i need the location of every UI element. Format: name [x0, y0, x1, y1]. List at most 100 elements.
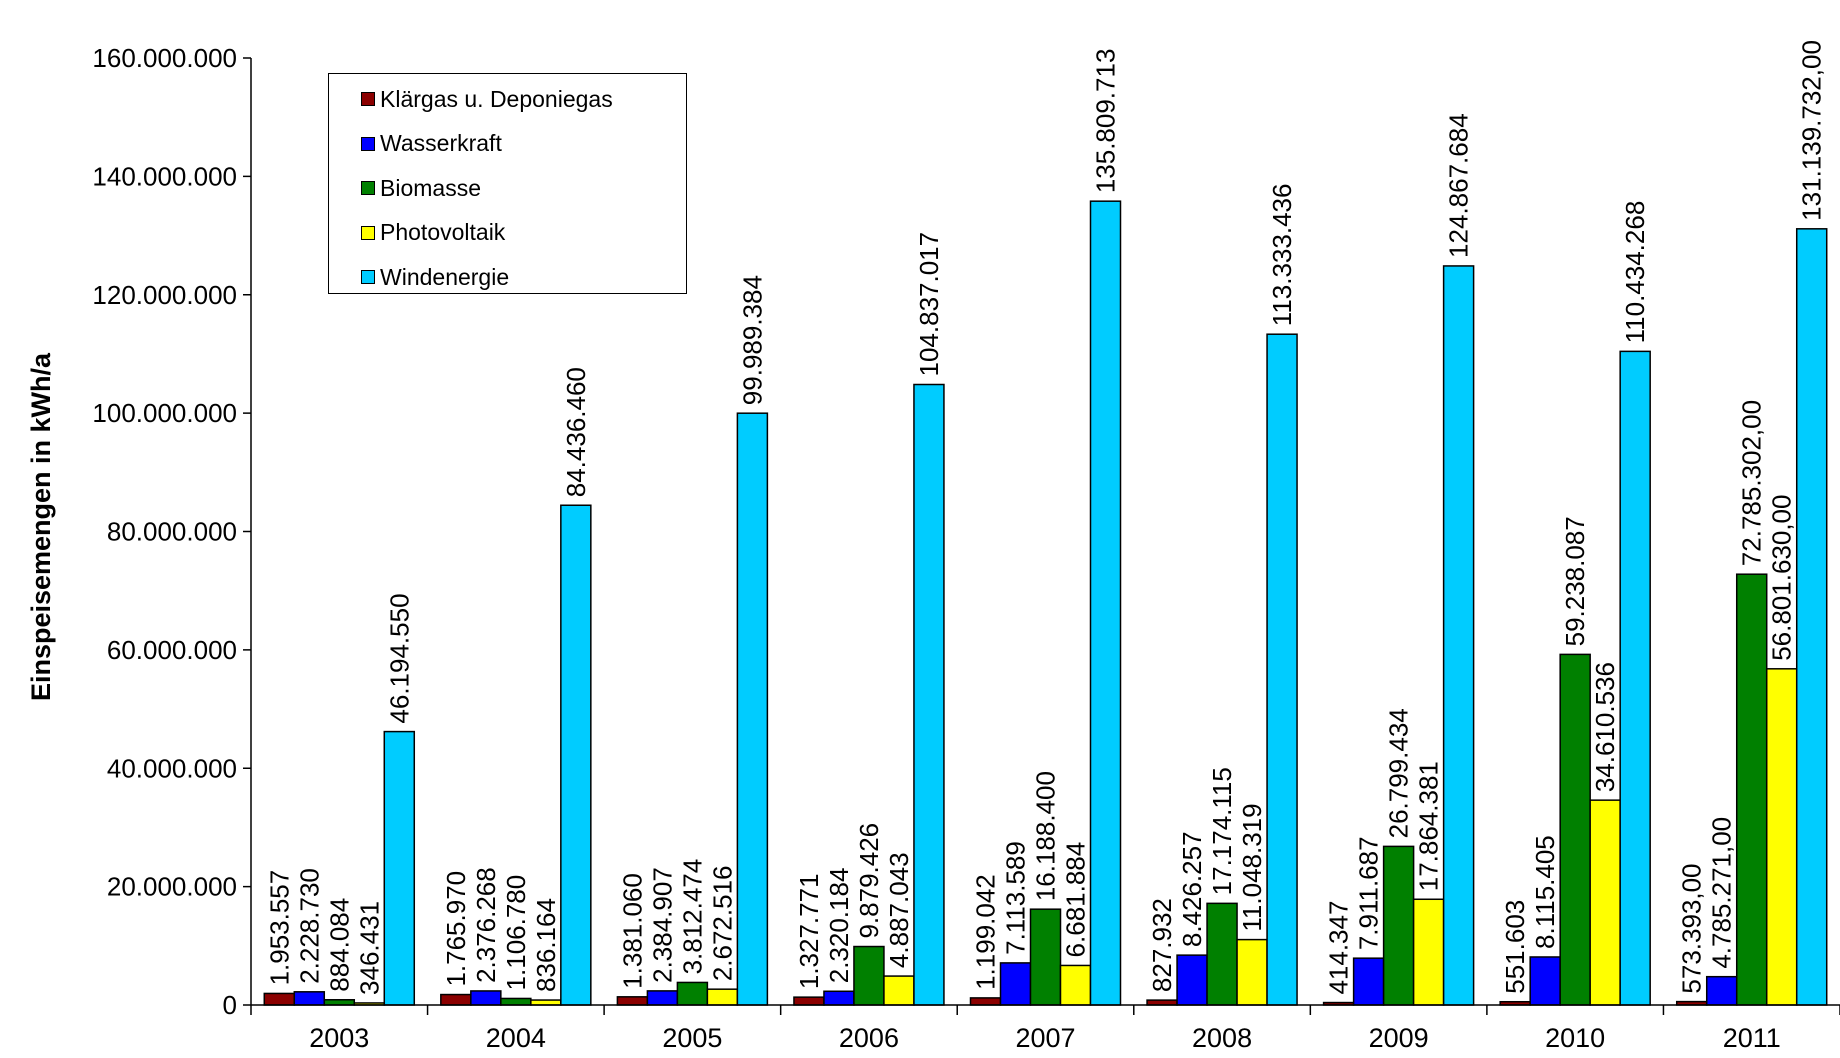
- data-label-2009-series-1: 7.911.687: [1354, 836, 1384, 950]
- data-label-2007-series-3: 6.681.884: [1061, 842, 1091, 958]
- bar-2003-series-2: [323, 999, 356, 1006]
- legend-label: Photovoltaik: [380, 219, 506, 245]
- bar-2004-series-4: [560, 504, 592, 1006]
- bar-2011-series-4: [1795, 228, 1828, 1006]
- data-label-2004-series-1: 2.376.268: [471, 867, 501, 983]
- bar-2007-series-0: [969, 997, 1002, 1006]
- y-tick-label: 0: [223, 990, 237, 1020]
- chart-legend: Klärgas u. Deponiegas Wasserkraft Biomasse…: [328, 73, 687, 294]
- bar-2004-series-0: [440, 993, 472, 1006]
- bar-2008-series-1: [1176, 954, 1208, 1006]
- data-label-2004-series-0: 1.765.970: [441, 871, 471, 987]
- bar-2008-series-2: [1206, 902, 1238, 1006]
- legend-label: Wasserkraft: [380, 130, 502, 156]
- bar-2009-series-1: [1352, 957, 1385, 1006]
- bar-2007-series-4: [1089, 200, 1122, 1006]
- bar-2006-series-1: [823, 990, 855, 1006]
- data-label-2003-series-1: 2.228.730: [294, 868, 324, 984]
- bar-2006-series-0: [793, 996, 825, 1006]
- bar-2005-series-4: [736, 412, 769, 1006]
- x-tick-label: 2007: [1015, 1023, 1075, 1053]
- data-label-2009-series-2: 26.799.434: [1384, 708, 1414, 838]
- legend-swatch: [361, 225, 375, 240]
- bar-2006-series-4: [913, 383, 945, 1006]
- legend-swatch: [361, 181, 375, 195]
- bar-2011-series-1: [1705, 975, 1738, 1006]
- bar-2010-series-3: [1589, 799, 1621, 1006]
- legend-item-3: Photovoltaik: [361, 218, 505, 248]
- bar-2007-series-3: [1059, 964, 1092, 1006]
- x-tick-label: 2008: [1192, 1023, 1252, 1053]
- x-tick-label: 2006: [839, 1023, 899, 1053]
- legend-swatch: [361, 92, 375, 106]
- legend-item-4: Windenergie: [361, 262, 509, 292]
- bar-2005-series-2: [676, 981, 709, 1006]
- data-label-2005-series-1: 2.384.907: [647, 867, 677, 983]
- data-label-2007-series-0: 1.199.042: [971, 874, 1001, 990]
- data-label-2004-series-3: 836.164: [531, 898, 561, 992]
- x-tick-label: 2003: [309, 1023, 369, 1053]
- data-label-2010-series-1: 8.115.405: [1530, 835, 1560, 949]
- data-label-2006-series-1: 2.320.184: [824, 868, 854, 984]
- data-label-2006-series-2: 9.879.426: [854, 823, 884, 939]
- bar-2011-series-3: [1765, 668, 1798, 1006]
- bar-2008-series-3: [1236, 938, 1268, 1006]
- legend-label: Windenergie: [380, 263, 510, 290]
- data-label-2009-series-3: 17.864.381: [1414, 761, 1444, 891]
- x-tick-label: 2009: [1369, 1023, 1429, 1053]
- legend-label: Klärgas u. Deponiegas: [380, 85, 613, 112]
- data-label-2007-series-1: 7.113.589: [1001, 841, 1031, 955]
- legend-item-1: Wasserkraft: [361, 129, 502, 159]
- x-tick-label: 2011: [1723, 1023, 1781, 1053]
- y-tick-label: 40.000.000: [107, 753, 237, 783]
- legend-swatch: [361, 270, 375, 284]
- data-label-2010-series-3: 34.610.536: [1590, 662, 1620, 792]
- data-label-2004-series-4: 84.436.460: [561, 367, 591, 497]
- y-tick-label: 120.000.000: [92, 280, 237, 310]
- y-tick-label: 20.000.000: [107, 872, 237, 902]
- data-label-2007-series-4: 135.809.713: [1091, 49, 1121, 194]
- data-label-2008-series-4: 113.333.436: [1267, 184, 1297, 327]
- data-label-2011-series-3: 56.801.630,00: [1767, 495, 1797, 661]
- data-label-2005-series-3: 2.672.516: [707, 866, 737, 982]
- bar-2007-series-2: [1029, 908, 1062, 1006]
- bar-2003-series-4: [383, 730, 416, 1006]
- y-tick-label: 160.000.000: [92, 43, 237, 73]
- bar-2010-series-2: [1559, 653, 1591, 1006]
- data-label-2008-series-2: 17.174.115: [1207, 767, 1237, 895]
- bar-2003-series-1: [293, 991, 326, 1006]
- data-label-2005-series-4: 99.989.384: [737, 275, 767, 405]
- bar-2003-series-0: [263, 992, 296, 1006]
- bar-2005-series-1: [646, 990, 679, 1006]
- x-tick-label: 2005: [662, 1023, 722, 1053]
- y-axis-title: Einspeisemengen in kWh/a: [26, 352, 56, 701]
- x-tick-label: 2010: [1545, 1023, 1605, 1053]
- data-label-2003-series-3: 346.431: [354, 901, 384, 995]
- data-label-2010-series-0: 551.603: [1500, 900, 1530, 994]
- data-label-2006-series-3: 4.887.043: [884, 852, 914, 968]
- bar-2010-series-1: [1529, 956, 1561, 1006]
- data-label-2010-series-4: 110.434.268: [1620, 201, 1650, 344]
- data-label-2011-series-2: 72.785.302,00: [1737, 400, 1767, 566]
- legend-swatch: [361, 136, 375, 151]
- data-label-2008-series-0: 827.932: [1147, 898, 1177, 992]
- data-label-2003-series-2: 884.084: [324, 898, 354, 992]
- data-label-2011-series-1: 4.785.271,00: [1707, 817, 1737, 969]
- x-tick-label: 2004: [486, 1023, 546, 1053]
- legend-label: Biomasse: [380, 174, 481, 201]
- y-tick-label: 80.000.000: [107, 517, 237, 547]
- data-label-2004-series-2: 1.106.780: [501, 875, 531, 991]
- bar-2007-series-1: [999, 962, 1032, 1006]
- bar-2004-series-2: [500, 997, 532, 1006]
- data-label-2011-series-0: 573.393,00: [1677, 863, 1707, 993]
- data-label-2008-series-1: 8.426.257: [1177, 831, 1207, 947]
- data-label-2005-series-2: 3.812.474: [677, 859, 707, 975]
- bar-2009-series-4: [1442, 265, 1475, 1006]
- data-label-2003-series-0: 1.953.557: [264, 870, 294, 986]
- bar-2006-series-2: [853, 945, 885, 1006]
- y-tick-label: 140.000.000: [92, 161, 237, 191]
- bar-2005-series-3: [706, 988, 739, 1006]
- legend-item-2: Biomasse: [361, 173, 481, 203]
- y-tick-label: 100.000.000: [92, 398, 237, 428]
